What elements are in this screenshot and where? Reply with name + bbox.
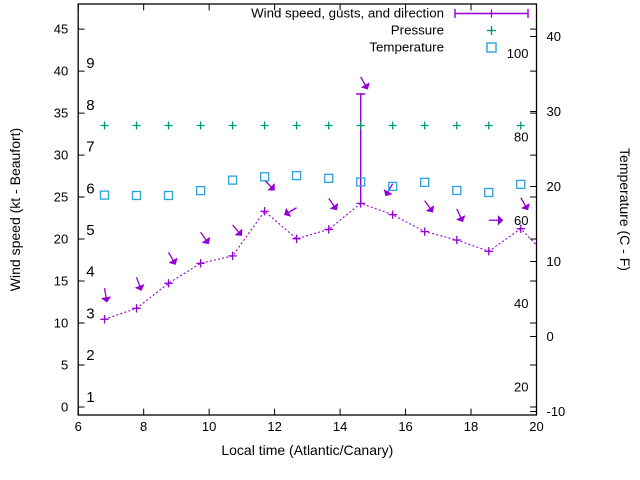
svg-text:15: 15	[54, 274, 68, 289]
svg-text:Temperature (C - F): Temperature (C - F)	[617, 148, 633, 271]
svg-text:20: 20	[547, 179, 561, 194]
svg-text:3: 3	[86, 305, 94, 322]
svg-text:20: 20	[54, 232, 68, 247]
svg-text:10: 10	[547, 254, 561, 269]
svg-text:100: 100	[507, 46, 529, 61]
svg-text:16: 16	[398, 419, 412, 434]
svg-text:18: 18	[464, 419, 478, 434]
svg-text:0: 0	[61, 400, 68, 415]
svg-text:12: 12	[267, 419, 281, 434]
svg-text:5: 5	[61, 358, 68, 373]
svg-text:5: 5	[86, 222, 94, 239]
svg-text:2: 2	[86, 347, 94, 364]
svg-text:9: 9	[86, 55, 94, 72]
svg-text:14: 14	[333, 419, 347, 434]
svg-text:8: 8	[86, 97, 94, 114]
svg-text:40: 40	[547, 29, 561, 44]
svg-text:-10: -10	[547, 404, 566, 419]
svg-text:80: 80	[514, 129, 528, 144]
svg-text:25: 25	[54, 190, 68, 205]
svg-text:45: 45	[54, 22, 68, 37]
svg-text:Temperature: Temperature	[369, 40, 444, 55]
svg-text:4: 4	[86, 264, 94, 281]
svg-text:30: 30	[54, 148, 68, 163]
svg-text:20: 20	[529, 419, 543, 434]
svg-text:Local time (Atlantic/Canary): Local time (Atlantic/Canary)	[221, 442, 393, 458]
svg-text:1: 1	[86, 389, 94, 406]
svg-text:35: 35	[54, 106, 68, 121]
svg-text:8: 8	[140, 419, 147, 434]
svg-text:10: 10	[202, 419, 216, 434]
svg-text:40: 40	[54, 64, 68, 79]
svg-text:0: 0	[547, 329, 554, 344]
svg-text:Wind speed (kt - Beaufort): Wind speed (kt - Beaufort)	[7, 128, 23, 291]
svg-text:10: 10	[54, 316, 68, 331]
svg-text:40: 40	[514, 296, 528, 311]
svg-text:6: 6	[86, 180, 94, 197]
svg-text:Pressure: Pressure	[391, 23, 444, 38]
svg-text:Wind speed, gusts, and directi: Wind speed, gusts, and direction	[251, 6, 444, 21]
svg-text:7: 7	[86, 139, 94, 156]
svg-text:6: 6	[75, 419, 82, 434]
svg-text:30: 30	[547, 104, 561, 119]
svg-text:20: 20	[514, 379, 528, 394]
